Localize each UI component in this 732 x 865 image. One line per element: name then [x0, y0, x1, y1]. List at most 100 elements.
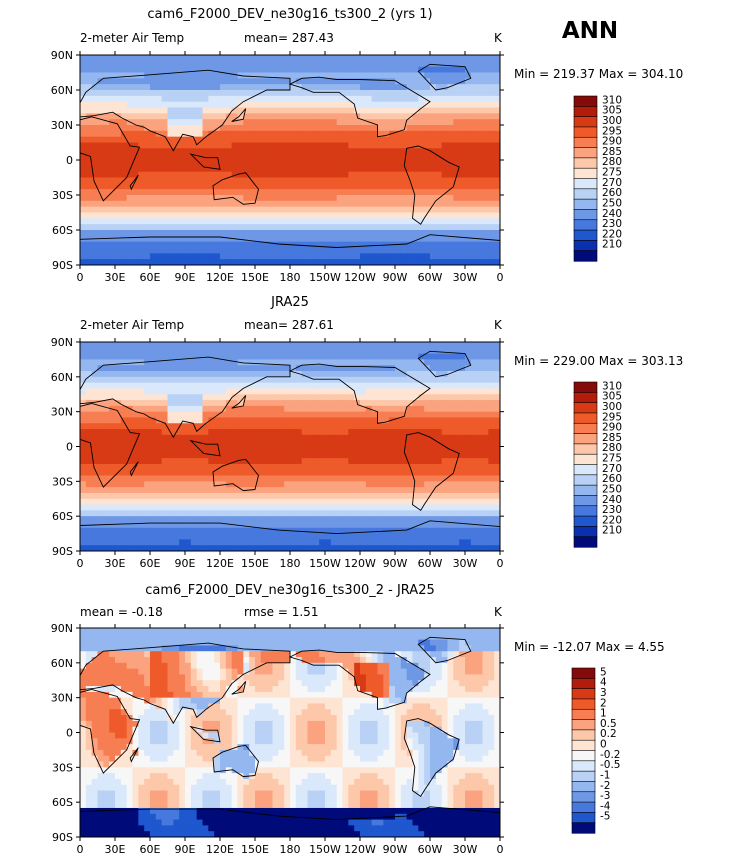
map-cell	[325, 60, 332, 68]
map-cell	[301, 177, 308, 184]
map-cell	[325, 347, 332, 355]
map-cell	[202, 212, 209, 219]
map-cell	[430, 148, 437, 155]
map-cell	[412, 253, 419, 260]
map-cell	[161, 423, 168, 430]
map-cell	[389, 90, 396, 97]
map-cell	[132, 130, 139, 138]
map-cell	[435, 66, 443, 73]
map-cell	[447, 90, 454, 97]
map-cell	[220, 160, 227, 167]
map-cell	[97, 160, 104, 167]
map-cell	[80, 189, 87, 196]
map-cell	[80, 440, 87, 447]
map-cell	[336, 253, 343, 260]
map-cell	[430, 469, 437, 476]
map-cell	[406, 101, 413, 108]
map-cell	[377, 446, 384, 453]
map-cell	[109, 177, 116, 184]
map-cell	[225, 247, 233, 254]
map-cell	[144, 353, 151, 360]
map-cell	[488, 400, 495, 407]
map-cell	[348, 253, 355, 260]
map-cell	[383, 171, 390, 178]
map-cell	[220, 107, 227, 114]
map-cell	[336, 66, 343, 73]
map-cell	[313, 171, 320, 178]
map-cell	[342, 510, 349, 517]
map-cell	[325, 504, 332, 511]
map-cell	[255, 230, 262, 237]
map-cell	[389, 72, 396, 79]
map-cell	[173, 417, 180, 424]
map-cell	[365, 458, 373, 465]
map-cell	[435, 400, 443, 407]
map-cell	[430, 230, 437, 237]
map-cell	[80, 84, 87, 91]
map-cell	[389, 253, 396, 260]
panel-title: cam6_F2000_DEV_ne30g16_ts300_2 (yrs 1)	[147, 7, 432, 22]
map-cell	[412, 342, 419, 349]
map-cell	[319, 224, 326, 231]
map-cell	[85, 481, 93, 488]
x-tick-label: 0	[77, 271, 84, 284]
map-cell	[430, 342, 437, 349]
map-cell	[459, 55, 466, 62]
map-cell	[220, 458, 227, 465]
map-cell	[290, 382, 297, 389]
map-cell	[313, 247, 320, 254]
map-cell	[173, 446, 180, 453]
map-cell	[255, 119, 262, 126]
map-cell	[126, 160, 133, 167]
map-cell	[290, 148, 297, 155]
map-cell	[109, 371, 116, 378]
map-cell	[348, 60, 355, 68]
map-cell	[342, 107, 349, 114]
map-cell	[208, 481, 215, 488]
map-cell	[220, 183, 227, 190]
map-cell	[202, 510, 209, 517]
map-cell	[161, 90, 168, 97]
map-cell	[272, 78, 279, 85]
map-cell	[202, 160, 209, 167]
map-cell	[453, 516, 460, 523]
map-cell	[202, 429, 209, 436]
map-cell	[278, 72, 285, 79]
map-cell	[447, 247, 454, 254]
map-cell	[406, 423, 413, 430]
map-cell	[418, 487, 425, 494]
map-cell	[430, 510, 437, 517]
map-cell	[319, 195, 326, 202]
map-cell	[389, 66, 396, 73]
map-cell	[383, 66, 390, 73]
map-cell	[400, 241, 408, 248]
map-cell	[395, 347, 402, 355]
map-cell	[453, 230, 460, 237]
map-cell	[342, 224, 349, 231]
map-cell	[255, 400, 262, 407]
map-cell	[190, 212, 198, 219]
map-cell	[441, 171, 448, 178]
map-cell	[453, 463, 460, 471]
map-cell	[494, 189, 500, 196]
map-cell	[225, 200, 233, 208]
map-cell	[196, 78, 203, 85]
map-cell	[260, 516, 268, 523]
map-cell	[301, 504, 308, 511]
map-cell	[284, 504, 291, 511]
map-cell	[348, 429, 355, 436]
map-cell	[144, 516, 151, 523]
map-cell	[80, 342, 87, 349]
map-cell	[80, 365, 87, 372]
map-cell	[465, 417, 472, 424]
map-cell	[138, 405, 145, 413]
map-cell	[330, 359, 338, 366]
map-cell	[144, 365, 151, 372]
map-cell	[295, 347, 303, 355]
map-cell	[120, 206, 128, 213]
map-cell	[330, 259, 338, 265]
map-cell	[260, 382, 268, 389]
map-cell	[430, 382, 437, 389]
map-cell	[120, 235, 128, 243]
map-cell	[272, 154, 279, 161]
